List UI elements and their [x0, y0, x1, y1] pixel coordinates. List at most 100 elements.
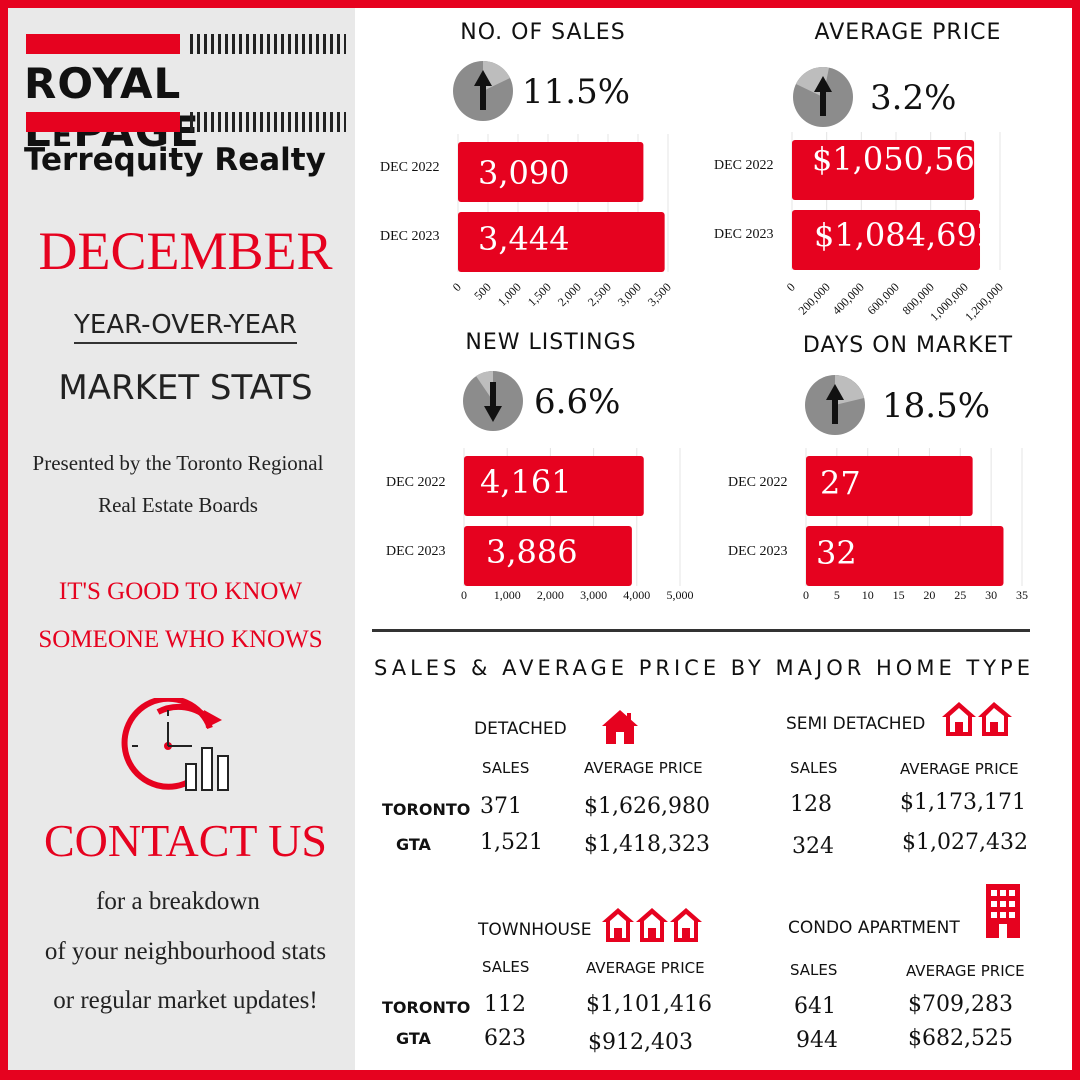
col-sales-townhouse: SALES [482, 958, 530, 976]
bar-dec-2023 [458, 212, 665, 272]
semi-toronto-sales: 128 [790, 792, 832, 817]
tick-label: 10 [861, 588, 874, 602]
logo-top-bar [26, 34, 180, 54]
tick-label: 0 [803, 588, 809, 602]
tick-label: 30 [985, 588, 998, 602]
tick-label: 35 [1016, 588, 1028, 602]
value-listings-2023: 3,886 [486, 533, 578, 571]
logo-bottom-stripes [190, 112, 346, 132]
tick-label: 3,000 [580, 588, 608, 602]
bar-label-dom-2023: DEC 2023 [728, 544, 788, 559]
bar-dec-2023 [792, 210, 981, 270]
semi-gta-sales: 324 [792, 834, 834, 859]
detached-toronto-price: $1,626,980 [584, 794, 710, 819]
value-price-2023: $1,084,692 [814, 216, 998, 254]
change-new-listings: 6.6% [534, 382, 621, 422]
note-line-2: of your neighbourhood stats [44, 938, 327, 965]
townhouse-toronto-price: $1,101,416 [586, 992, 712, 1017]
row-label-gta: GTA [396, 835, 431, 854]
tick-label: 2,500 [584, 280, 614, 309]
bar-dec-2023 [806, 526, 1004, 586]
presented-line-1: Presented by the Toronto Regional [32, 451, 324, 475]
townhouse-gta-sales: 623 [484, 1026, 526, 1051]
detached-gta-sales: 1,521 [480, 830, 543, 855]
value-listings-2022: 4,161 [480, 463, 572, 501]
tick-label: 0 [461, 588, 467, 602]
down-arrow-icon [463, 370, 523, 431]
col-sales-semi: SALES [790, 759, 838, 777]
townhouse-toronto-sales: 112 [484, 992, 526, 1017]
bar-label-price-2022: DEC 2022 [714, 158, 774, 173]
detached-toronto-sales: 371 [480, 794, 522, 819]
tick-label: 20 [923, 588, 936, 602]
house-icon [602, 710, 638, 744]
clock-chart-icon [121, 698, 229, 791]
logo-top-stripes [190, 34, 346, 54]
chart-title-days-on-market: DAYS ON MARKET [802, 333, 1014, 358]
tick-label: 200,000 [795, 280, 833, 318]
bar-dec-2022 [792, 140, 975, 200]
tick-label: 25 [954, 588, 967, 602]
row-label-toronto: TORONTO [382, 998, 471, 1017]
contact-us: CONTACT US [43, 815, 327, 866]
col-price-detached: AVERAGE PRICE [584, 759, 703, 777]
change-days-on-market: 18.5% [882, 386, 991, 426]
month-title: DECEMBER [38, 221, 333, 281]
tagline-line-2: SOMEONE WHO KNOWS [38, 626, 323, 653]
col-price-semi: AVERAGE PRICE [900, 760, 1019, 778]
bar-label-dom-2022: DEC 2022 [728, 475, 788, 490]
value-sales-2022: 3,090 [478, 154, 570, 192]
chart-new-listings [463, 448, 681, 586]
chart-title-sales: NO. OF SALES [460, 20, 626, 45]
up-arrow-icon [453, 61, 513, 121]
note-line-1: for a breakdown [96, 888, 260, 915]
tick-label: 500 [471, 280, 494, 303]
change-sales: 11.5% [522, 72, 631, 112]
type-semi-detached: SEMI DETACHED [786, 714, 926, 734]
bar-label-listings-2023: DEC 2023 [386, 544, 446, 559]
presented-line-2: Real Estate Boards [98, 493, 258, 517]
chart-title-new-listings: NEW LISTINGS [465, 330, 637, 355]
semi-toronto-price: $1,173,171 [900, 790, 1026, 815]
col-price-townhouse: AVERAGE PRICE [586, 959, 705, 977]
tick-label: 1,000 [494, 280, 524, 309]
value-price-2022: $1,050,569 [812, 140, 996, 178]
bar-label-sales-2022: DEC 2022 [380, 160, 440, 175]
condo-toronto-price: $709,283 [908, 992, 1013, 1017]
bar-dec-2022 [458, 142, 644, 202]
bar-dec-2023 [464, 526, 632, 586]
type-detached: DETACHED [474, 719, 567, 739]
bar-dec-2022 [464, 456, 644, 516]
ticks-days-on-market: 0 5 10 15 20 25 30 35 [790, 588, 1040, 608]
value-sales-2023: 3,444 [478, 220, 570, 258]
chart-sales [457, 134, 669, 272]
tick-label: 1,500 [524, 280, 554, 309]
logo-bottom-bar [26, 112, 180, 132]
row-label-gta: GTA [396, 1029, 431, 1048]
ticks-avg-price: 0 200,000 400,000 600,000 800,000 1,000,000 1,… [778, 274, 1048, 324]
bar-label-price-2023: DEC 2023 [714, 227, 774, 242]
semi-gta-price: $1,027,432 [902, 830, 1028, 855]
condo-building-icon [986, 884, 1020, 938]
bar-dec-2022 [806, 456, 973, 516]
row-label-toronto: TORONTO [382, 800, 471, 819]
tick-label: 2,000 [536, 588, 564, 602]
tick-label: 2,000 [554, 280, 584, 309]
section-divider [372, 629, 1030, 632]
tick-label: 1,000 [493, 588, 521, 602]
company-name: Terrequity Realty [24, 142, 326, 178]
col-sales-condo: SALES [790, 961, 838, 979]
chart-title-avg-price: AVERAGE PRICE [814, 20, 1002, 45]
tick-label: 4,000 [623, 588, 651, 602]
chart-days-on-market [805, 448, 1023, 586]
tick-label: 0 [783, 280, 798, 295]
tick-label: 15 [892, 588, 905, 602]
col-sales-detached: SALES [482, 759, 530, 777]
condo-gta-sales: 944 [796, 1028, 838, 1053]
type-condo-apartment: CONDO APARTMENT [788, 918, 960, 938]
type-townhouse: TOWNHOUSE [478, 920, 592, 940]
ticks-sales: 0 500 1,000 1,500 2,000 2,500 3,000 3,500 [448, 274, 678, 314]
ticks-new-listings: 0 1,000 2,000 3,000 4,000 5,000 [448, 588, 708, 608]
up-arrow-icon [793, 66, 853, 127]
tick-label: 3,500 [644, 280, 674, 309]
